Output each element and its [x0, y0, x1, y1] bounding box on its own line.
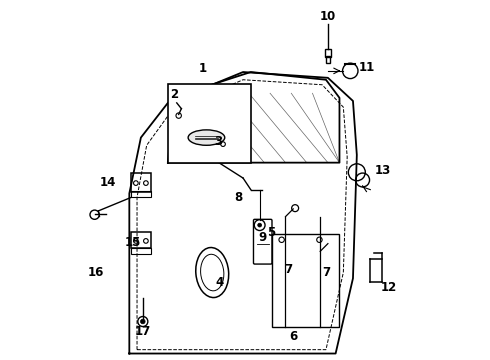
Ellipse shape	[188, 130, 225, 145]
Bar	[131, 191, 151, 197]
Bar	[326, 56, 330, 63]
Text: 6: 6	[289, 330, 297, 343]
Text: 4: 4	[216, 276, 224, 289]
Text: 11: 11	[358, 61, 374, 74]
Text: 10: 10	[320, 10, 336, 23]
Text: 14: 14	[100, 176, 116, 189]
Text: 7: 7	[284, 264, 292, 276]
Text: 13: 13	[375, 164, 391, 177]
Bar	[325, 49, 331, 57]
Text: 16: 16	[88, 266, 104, 279]
Text: 9: 9	[258, 231, 267, 244]
Circle shape	[258, 223, 262, 227]
Text: 8: 8	[234, 191, 243, 204]
Bar	[272, 234, 340, 327]
Text: 17: 17	[135, 325, 151, 338]
Text: 2: 2	[171, 87, 178, 100]
Bar	[131, 248, 151, 254]
Text: 15: 15	[124, 237, 141, 249]
Text: 7: 7	[323, 266, 331, 279]
Bar	[131, 173, 151, 192]
Circle shape	[141, 319, 145, 324]
Text: 5: 5	[267, 226, 275, 239]
Bar	[131, 232, 151, 248]
Bar	[168, 84, 251, 163]
Text: 1: 1	[198, 62, 207, 75]
Text: 3: 3	[214, 135, 222, 148]
Text: 12: 12	[381, 282, 397, 294]
